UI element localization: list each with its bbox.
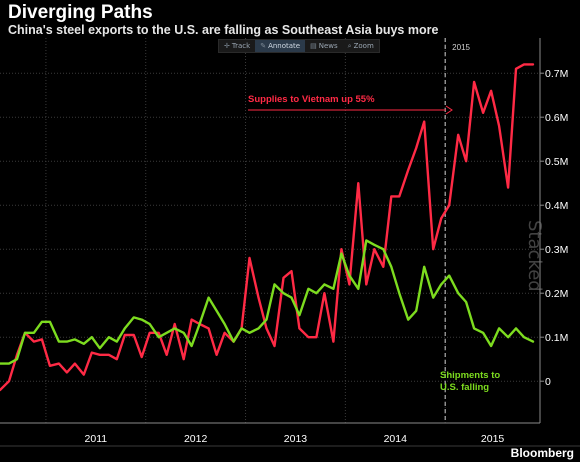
y-tick-label: 0.5M xyxy=(545,156,568,168)
x-tick-label: 2015 xyxy=(481,433,505,445)
chart-toolbar: ✛ Track ✎ Annotate ▤ News ⌕ Zoom xyxy=(218,39,380,53)
y-tick-label: 0.6M xyxy=(545,112,568,124)
x-tick-label: 2014 xyxy=(384,433,408,445)
series-line-vietnam xyxy=(0,63,535,392)
zoom-button[interactable]: ⌕ Zoom xyxy=(343,40,379,52)
vietnam-annotation: Supplies to Vietnam up 55% xyxy=(248,94,375,105)
y-tick-label: 0.3M xyxy=(545,244,568,256)
news-label: News xyxy=(318,42,338,50)
bloomberg-logo: Bloomberg xyxy=(510,446,574,460)
series-line-us xyxy=(0,239,535,365)
stacked-watermark: Stacked xyxy=(524,220,545,292)
year-marker-label: 2015 xyxy=(452,43,470,52)
vietnam-annotation-arrowhead xyxy=(445,105,453,115)
y-tick-label: 0 xyxy=(545,376,551,388)
y-tick-label: 0.2M xyxy=(545,288,568,300)
us-annotation-line: U.S. falling xyxy=(440,382,489,393)
pencil-icon: ✎ xyxy=(260,42,267,50)
zoom-label: Zoom xyxy=(353,42,374,50)
crosshair-icon: ✛ xyxy=(224,42,230,50)
y-tick-label: 0.4M xyxy=(545,200,568,212)
news-icon: ▤ xyxy=(310,42,317,50)
y-tick-label: 0.7M xyxy=(545,68,568,80)
news-button[interactable]: ▤ News xyxy=(305,40,343,52)
zoom-icon: ⌕ xyxy=(347,41,352,50)
chart-title: Diverging Paths xyxy=(8,2,153,23)
x-tick-label: 2012 xyxy=(184,433,208,445)
x-tick-label: 2011 xyxy=(85,433,108,445)
track-label: Track xyxy=(231,42,251,50)
annotate-button[interactable]: ✎ Annotate xyxy=(255,40,306,52)
us-annotation-line: Shipments to xyxy=(440,370,500,381)
x-tick-label: 2013 xyxy=(284,433,308,445)
chart-subtitle: China's steel exports to the U.S. are fa… xyxy=(8,23,439,37)
y-tick-label: 0.1M xyxy=(545,332,568,344)
track-button[interactable]: ✛ Track xyxy=(219,40,255,52)
annotate-label: Annotate xyxy=(268,42,301,50)
